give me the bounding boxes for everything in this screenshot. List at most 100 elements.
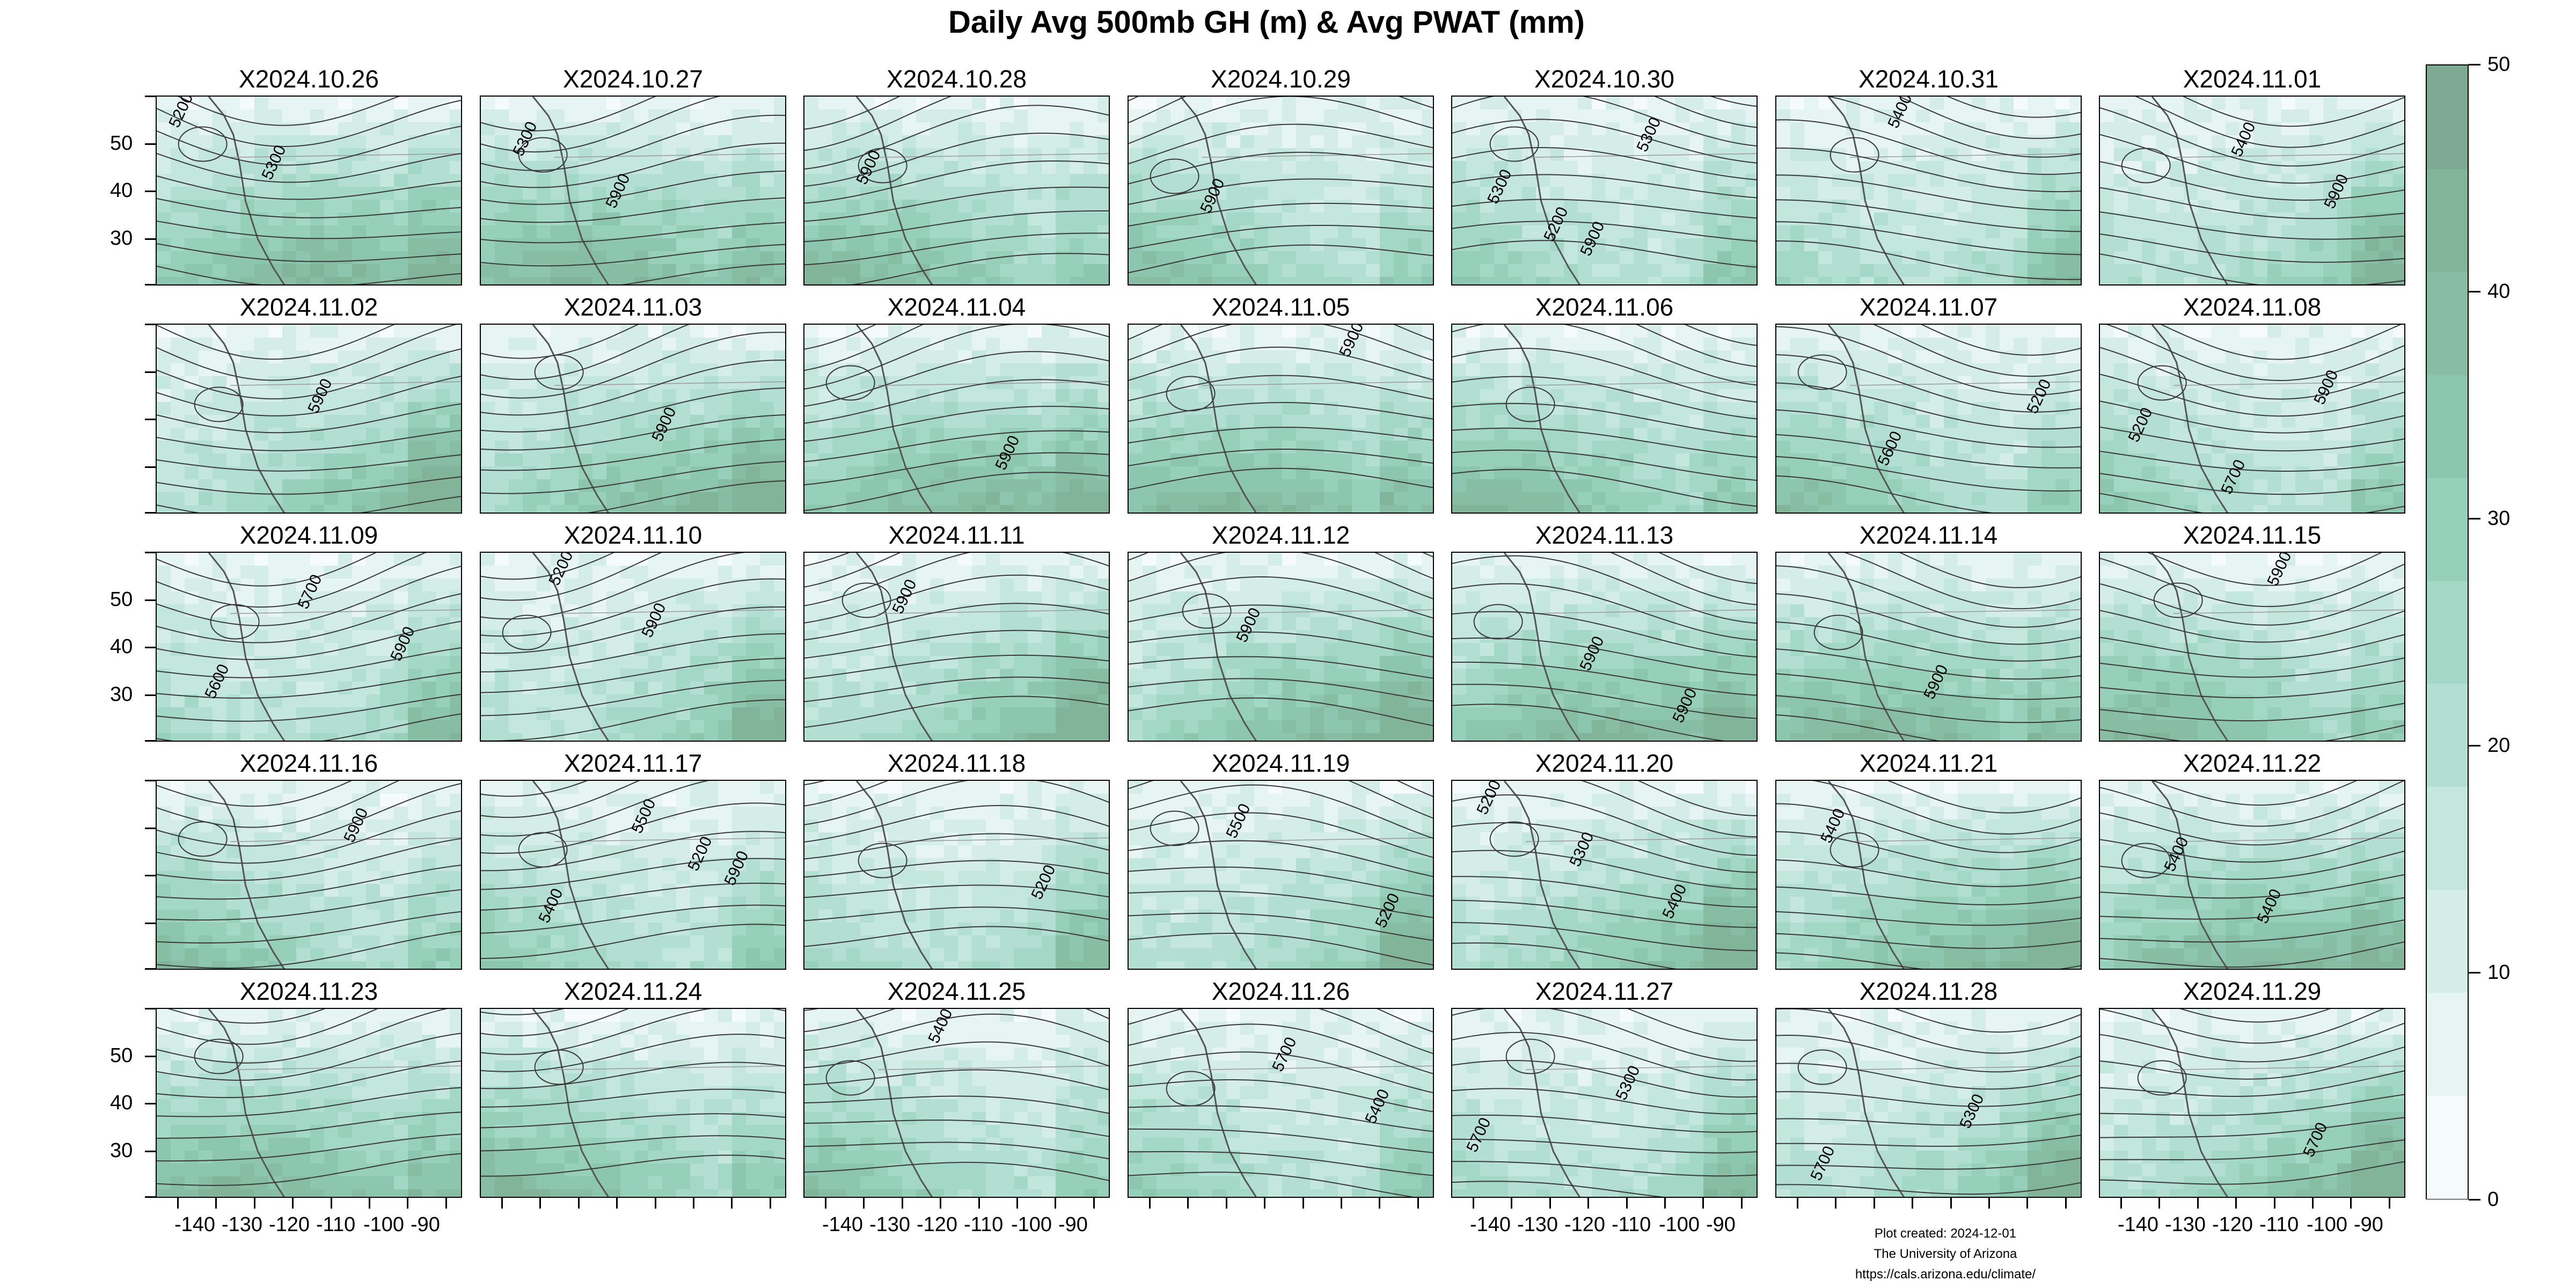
pwat-cell xyxy=(1776,350,1791,364)
y-tick-label: 40 xyxy=(110,179,133,202)
pwat-cell xyxy=(930,187,945,200)
pwat-cell xyxy=(2393,453,2404,467)
pwat-cell xyxy=(2281,376,2296,390)
pwat-cell xyxy=(1000,505,1014,513)
pwat-cell xyxy=(1366,325,1380,338)
pwat-cell xyxy=(704,225,719,239)
pwat-cell xyxy=(958,338,972,351)
pwat-cell xyxy=(1550,200,1564,213)
pwat-cell xyxy=(2198,428,2212,441)
pwat-cell xyxy=(1717,277,1732,284)
pwat-cell xyxy=(1888,441,1902,454)
pwat-cell xyxy=(846,376,861,390)
pwat-cell xyxy=(1508,238,1523,252)
pwat-cell xyxy=(282,591,297,605)
pwat-cell xyxy=(1675,505,1690,513)
pwat-cell xyxy=(2323,200,2338,213)
pwat-cell xyxy=(2142,135,2156,149)
pwat-cell xyxy=(2100,505,2114,513)
pwat-cell xyxy=(1198,225,1213,239)
pwat-cell xyxy=(1480,492,1495,506)
pwat-cell xyxy=(1282,135,1297,149)
pwat-cell xyxy=(2055,148,2070,162)
pwat-cell xyxy=(718,264,733,277)
pwat-cell xyxy=(1731,148,1746,162)
pwat-cell xyxy=(436,251,450,265)
pwat-cell xyxy=(254,135,269,149)
pwat-cell xyxy=(240,591,255,605)
pwat-cell xyxy=(1042,479,1056,493)
pwat-cell xyxy=(2041,325,2056,338)
pwat-cell xyxy=(296,566,311,579)
pwat-cell xyxy=(860,402,875,415)
pwat-cell xyxy=(324,325,339,338)
pwat-cell xyxy=(1240,466,1255,480)
pwat-cell xyxy=(1338,238,1352,252)
pwat-cell xyxy=(648,213,663,226)
pwat-cell xyxy=(579,402,593,415)
pwat-cell xyxy=(579,389,593,402)
pwat-cell xyxy=(1170,277,1185,284)
pwat-cell xyxy=(2379,238,2394,252)
pwat-cell xyxy=(185,591,199,605)
pwat-cell xyxy=(1070,338,1084,351)
pwat-cell xyxy=(523,453,537,467)
pwat-cell xyxy=(1944,97,1958,110)
pwat-cell xyxy=(296,453,311,467)
gh-contour xyxy=(2100,134,2404,184)
pwat-cell xyxy=(1662,492,1676,506)
pwat-cell xyxy=(171,617,185,631)
pwat-cell xyxy=(662,389,677,402)
pwat-cell xyxy=(1000,479,1014,493)
pwat-cell xyxy=(2295,389,2310,402)
pwat-cell xyxy=(1352,122,1366,136)
pwat-cell xyxy=(1296,428,1311,441)
pwat-cell xyxy=(1014,325,1028,338)
pwat-cell xyxy=(282,122,297,136)
pwat-cell xyxy=(157,161,171,174)
pwat-cell xyxy=(1452,148,1467,162)
pwat-cell xyxy=(930,277,945,284)
pwat-cell xyxy=(1592,441,1606,454)
gh-contour xyxy=(481,170,785,205)
pwat-cell xyxy=(1958,251,1972,265)
pwat-cell xyxy=(1084,97,1098,110)
pwat-cell xyxy=(804,264,819,277)
gh-contour xyxy=(1452,469,1757,507)
pwat-cell xyxy=(1226,213,1241,226)
pwat-cell xyxy=(746,238,760,252)
pwat-cell xyxy=(352,213,367,226)
pwat-cell xyxy=(718,251,733,265)
pwat-cell xyxy=(157,200,171,213)
pwat-cell xyxy=(2253,505,2268,513)
pwat-cell xyxy=(1578,135,1592,149)
pwat-cell xyxy=(1324,428,1338,441)
pwat-cell xyxy=(2128,389,2142,402)
pwat-cell xyxy=(324,579,339,592)
pwat-cell xyxy=(774,389,785,402)
pwat-cell xyxy=(537,479,551,493)
pwat-cell xyxy=(1717,453,1732,467)
pwat-cell xyxy=(986,415,1000,428)
pwat-cell xyxy=(2128,161,2142,174)
pwat-cell xyxy=(1070,479,1084,493)
pwat-cell xyxy=(2041,277,2056,284)
pwat-cell xyxy=(958,479,972,493)
pwat-cell xyxy=(1240,350,1255,364)
pwat-cell xyxy=(760,466,774,480)
pwat-cell xyxy=(2226,376,2240,390)
gh-contour xyxy=(1776,240,2081,280)
pwat-cell xyxy=(732,428,747,441)
pwat-cell xyxy=(157,579,171,592)
pwat-cell xyxy=(2128,264,2142,277)
pwat-cell xyxy=(1198,466,1213,480)
pwat-cell xyxy=(450,579,461,592)
pwat-cell xyxy=(832,200,847,213)
pwat-cell xyxy=(1198,174,1213,187)
pwat-cell xyxy=(958,350,972,364)
pwat-cell xyxy=(2184,466,2198,480)
pwat-cell xyxy=(1986,479,2000,493)
pwat-cell xyxy=(2295,174,2310,187)
pwat-cell xyxy=(213,453,227,467)
pwat-cell xyxy=(338,264,353,277)
